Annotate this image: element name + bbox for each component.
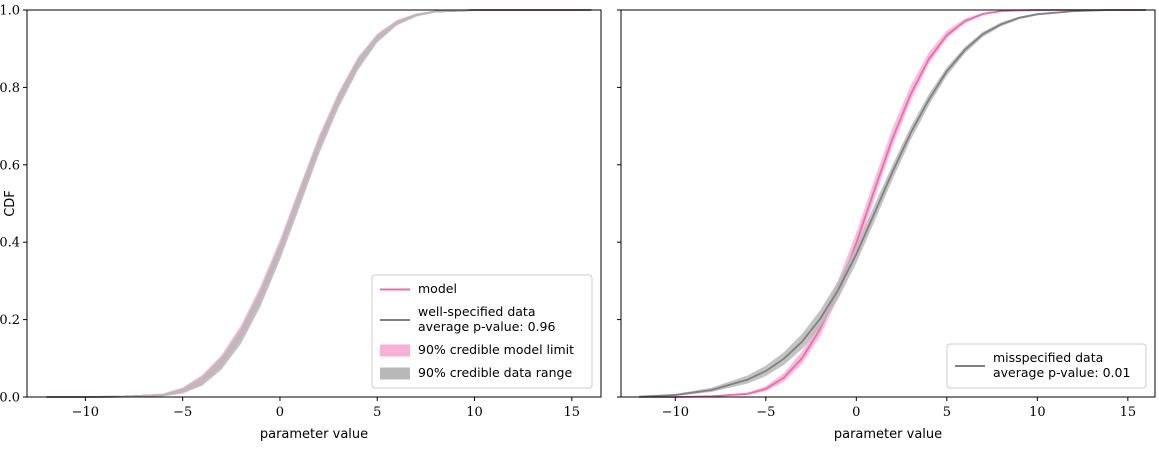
legend: model well-specified data average p-value:… xyxy=(371,274,593,389)
chart-panel-1: −10 −5 0 5 10 15 0.0 0.2 0.4 0.6 0.8 1.0 parameter v… xyxy=(0,4,602,442)
series-band-3 xyxy=(639,10,1146,397)
y-tick-label: 0.0 xyxy=(0,391,20,406)
series-band-1 xyxy=(639,10,1146,397)
series-line-4 xyxy=(639,9,1146,398)
x-axis-label: parameter value xyxy=(260,427,368,442)
legend-label: well-specified data average p-value: 0.96 xyxy=(418,304,555,334)
x-tick-label: −5 xyxy=(173,405,192,420)
series-line-2 xyxy=(639,9,1146,398)
legend-label: 90% credible model limit xyxy=(418,342,574,357)
y-tick-label: 0.6 xyxy=(0,158,20,173)
x-tick-label: 15 xyxy=(564,405,581,420)
x-tick-label: 10 xyxy=(466,405,483,420)
legend-swatch xyxy=(380,367,410,380)
y-tick-label: 0.4 xyxy=(0,236,20,251)
x-axis-label: parameter value xyxy=(834,427,942,442)
y-tick-label: 0.2 xyxy=(0,313,20,328)
x-tick-label: 5 xyxy=(943,405,951,420)
legend-label: model xyxy=(418,281,457,296)
x-tick-label: −10 xyxy=(72,405,99,420)
legend-box xyxy=(371,274,593,389)
y-axis-label: CDF xyxy=(3,190,18,217)
x-tick-label: 0 xyxy=(852,405,860,420)
x-tick-label: 15 xyxy=(1120,405,1137,420)
x-tick-label: 10 xyxy=(1029,405,1046,420)
y-tick-label: 0.8 xyxy=(0,81,20,96)
x-tick-label: −5 xyxy=(756,405,775,420)
axes-frame xyxy=(26,9,602,398)
legend-swatch xyxy=(380,344,410,357)
y-tick-label: 1.0 xyxy=(0,4,20,19)
legend-label: misspecified data average p-value: 0.01 xyxy=(993,350,1130,380)
axes-frame xyxy=(620,9,1156,398)
x-tick-label: 0 xyxy=(276,405,284,420)
x-tick-label: 5 xyxy=(373,405,381,420)
legend-label: 90% credible data range xyxy=(418,365,572,380)
chart-panel-2: −10 −5 0 5 10 15 parameter value misspecified d… xyxy=(617,9,1156,442)
legend: misspecified data average p-value: 0.01 xyxy=(946,343,1147,389)
x-tick-label: −10 xyxy=(662,405,689,420)
legend-box xyxy=(946,343,1147,389)
